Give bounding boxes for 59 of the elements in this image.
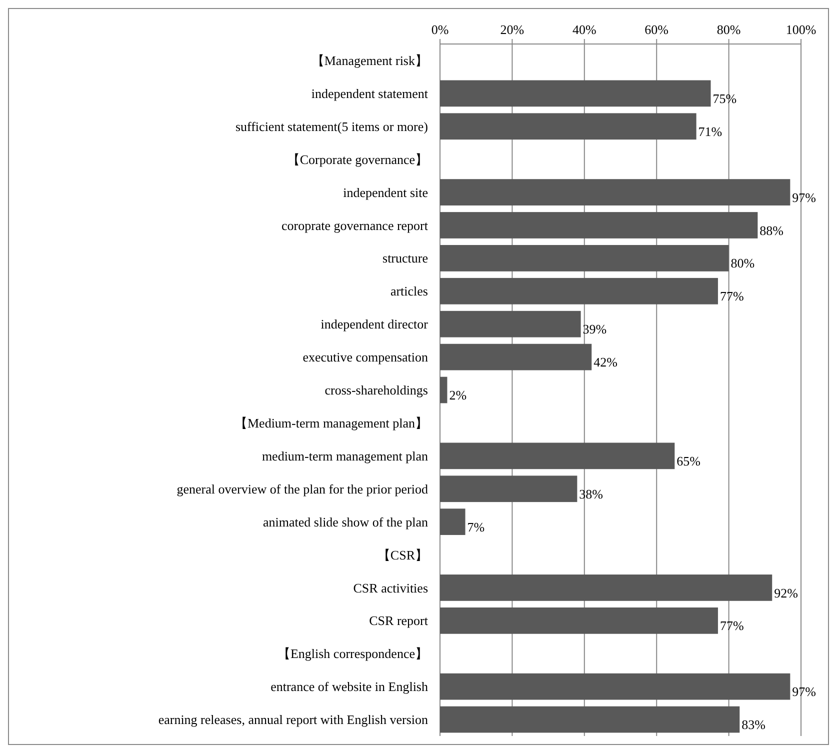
bar <box>440 574 772 601</box>
data-label: 75% <box>712 90 737 106</box>
bar <box>440 245 729 272</box>
bar <box>440 212 758 238</box>
y-tick-label: earning releases, annual report with English version <box>158 712 428 728</box>
y-tick-label: independent director <box>320 316 429 332</box>
bar <box>440 607 718 634</box>
bar <box>440 344 592 370</box>
bar <box>440 476 578 502</box>
x-tick-label: 20% <box>500 22 524 37</box>
y-tick-label: general overview of the plan for the prior period <box>176 481 428 496</box>
data-label: 39% <box>582 322 607 337</box>
x-tick-label: 0% <box>431 22 449 37</box>
y-tick-label: animated slide show of the plan <box>263 514 428 530</box>
data-label: 42% <box>594 354 618 370</box>
bar <box>440 706 740 733</box>
data-label: 71% <box>698 124 722 139</box>
data-label: 97% <box>792 190 816 205</box>
x-tick-label: 100% <box>786 22 816 37</box>
data-label: 77% <box>720 618 744 634</box>
y-tick-label: articles <box>390 284 428 299</box>
bar <box>440 179 790 206</box>
y-tick-label: cross-shareholdings <box>324 382 428 398</box>
bar <box>440 310 581 338</box>
y-tick-label: 【Corporate governance】 <box>286 152 428 167</box>
data-label: 83% <box>742 717 766 732</box>
data-label: 2% <box>449 388 467 403</box>
bar <box>440 508 466 535</box>
y-tick-label: independent site <box>343 184 428 200</box>
y-tick-label: medium-term management plan <box>262 448 428 464</box>
y-tick-label: CSR activities <box>353 580 428 596</box>
data-label: 97% <box>792 684 816 700</box>
bar <box>440 80 711 107</box>
x-tick-label: 40% <box>572 22 596 37</box>
y-tick-label: 【English correspondence】 <box>277 646 428 662</box>
y-tick-label: 【Medium-term management plan】 <box>234 416 428 430</box>
data-label: 7% <box>467 519 485 534</box>
data-label: 92% <box>774 585 798 600</box>
bar <box>440 113 696 140</box>
data-label: 77% <box>720 288 744 304</box>
y-tick-label: coroprate governance report <box>281 218 428 233</box>
y-tick-label: 【CSR】 <box>377 547 428 562</box>
y-tick-label: executive compensation <box>302 350 428 365</box>
data-label: 80% <box>730 256 755 271</box>
data-label: 65% <box>676 453 701 468</box>
y-tick-label: 【Management risk】 <box>311 53 428 68</box>
bar <box>440 376 448 404</box>
data-label: 88% <box>760 222 784 238</box>
bar <box>440 442 675 470</box>
y-tick-label: entrance of website in English <box>270 679 428 694</box>
bar <box>440 673 790 700</box>
bar <box>440 278 718 304</box>
x-tick-label: 60% <box>644 22 669 37</box>
y-tick-label: independent statement <box>311 86 428 101</box>
y-tick-label: sufficient statement(5 items or more) <box>235 118 428 134</box>
y-tick-label: CSR report <box>369 613 428 628</box>
data-label: 38% <box>579 486 604 502</box>
x-tick-label: 80% <box>716 22 741 37</box>
y-tick-label: structure <box>382 250 428 266</box>
